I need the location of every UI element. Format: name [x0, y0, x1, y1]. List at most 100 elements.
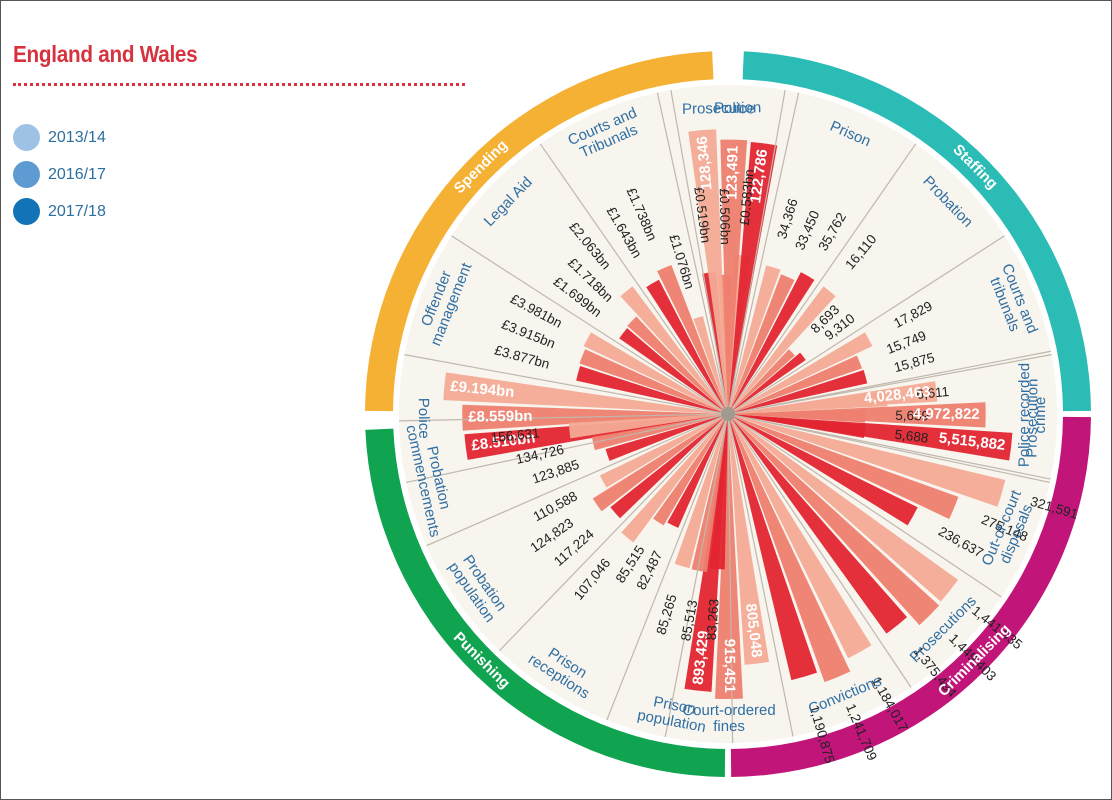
value-label: £8.559bn	[468, 408, 532, 426]
legend-swatch-2013-icon	[13, 124, 40, 151]
page-title: England and Wales	[13, 41, 198, 67]
value-label: 83,263	[704, 598, 722, 640]
category-label: Prosecution	[682, 99, 762, 118]
segment-ring-staffing	[742, 51, 1091, 412]
bar-criminalising-1-2017/18	[728, 414, 918, 526]
bar-punishing-3-2016/17	[591, 414, 728, 451]
value-label: 893,429	[690, 630, 713, 686]
divider-line	[664, 413, 729, 738]
legend-swatch-2017-icon	[13, 198, 40, 225]
value-label: 5,659	[895, 408, 929, 423]
divider-line	[727, 89, 786, 415]
bar-spending-0-2013/14	[443, 372, 728, 414]
divider-line	[426, 413, 729, 547]
bar-criminalising-0-2016/17	[728, 402, 986, 428]
divider-line	[727, 350, 1052, 415]
divider-line	[539, 143, 729, 415]
category-label: Police	[415, 398, 433, 439]
value-label: £0.519bn	[691, 186, 713, 244]
category-label: fines	[713, 718, 745, 735]
bar-criminalising-0-2017/18	[728, 414, 1013, 461]
bar-punishing-2-2016/17	[592, 414, 728, 512]
bar-spending-0-2016/17	[462, 404, 728, 431]
divider-line	[399, 413, 729, 422]
bar-spending-2-2013/14	[620, 286, 728, 414]
bar-spending-2-2017/18	[619, 328, 728, 414]
bar-criminalising-0-2013/14	[728, 381, 938, 414]
segment-ring-spending	[365, 51, 714, 412]
category-label: crime	[1032, 397, 1049, 434]
bar-punishing-1-2017/18	[667, 414, 728, 528]
divider-lines	[399, 89, 1052, 743]
divider-line	[670, 89, 729, 415]
divider-line	[727, 413, 1051, 480]
bar-staffing-1-2013/14	[728, 265, 781, 414]
bar-staffing-3-2013/14	[728, 332, 873, 414]
bar-punishing-0-2017/18	[709, 414, 728, 570]
bar-punishing-0-2013/14	[674, 414, 728, 569]
category-label: Court-ordered	[682, 702, 775, 719]
bar-punishing-2-2013/14	[599, 414, 728, 488]
bar-staffing-2-2016/17	[728, 349, 795, 414]
bar-spending-3-2016/17	[657, 264, 728, 414]
bar-spending-2-2016/17	[627, 316, 728, 414]
bar-spending-3-2013/14	[693, 316, 728, 414]
divider-line	[727, 413, 1002, 598]
bar-staffing-3-2017/18	[728, 369, 868, 414]
category-label: Police recorded	[1016, 363, 1033, 467]
bar-punishing-1-2016/17	[653, 414, 728, 526]
bar-criminalising-2-2013/14	[728, 414, 959, 602]
bar-staffing-3-2016/17	[728, 355, 862, 414]
bar-staffing-2-2013/14	[728, 286, 836, 414]
value-label: 805,048	[742, 603, 765, 659]
bar-criminalising-2-2017/18	[728, 414, 908, 634]
value-label: 915,451	[721, 639, 738, 693]
chart-hub	[721, 407, 735, 421]
legend-swatch-2016-icon	[13, 161, 40, 188]
bar-punishing-1-2013/14	[621, 414, 728, 543]
segment-ring-criminalising	[730, 416, 1091, 777]
bar-punishing-3-2013/14	[568, 414, 728, 439]
divider-line	[656, 92, 729, 415]
category-label: Police	[714, 100, 755, 118]
bar-criminalising-1-2016/17	[728, 414, 959, 520]
bar-punishing-3-2017/18	[605, 414, 728, 461]
legend: 2013/14 2016/17 2017/18	[13, 119, 106, 230]
legend-item-2016: 2016/17	[13, 156, 106, 193]
legend-label-2013: 2013/14	[48, 128, 106, 146]
bar-criminalising-3-2016/17	[728, 414, 851, 683]
bar-staffing-4-2017/18	[728, 414, 866, 438]
value-label: £0.583bn	[737, 168, 757, 225]
bar-spending-1-2013/14	[583, 332, 728, 414]
legend-item-2013: 2013/14	[13, 119, 106, 156]
bar-criminalising-3-2013/14	[728, 414, 872, 659]
bar-staffing-1-2017/18	[728, 272, 815, 414]
value-label: £0.506bn	[717, 188, 733, 245]
divider-line	[406, 413, 729, 483]
bar-spending-3-2017/18	[646, 279, 728, 414]
bar-criminalising-3-2017/18	[728, 414, 818, 681]
bar-staffing-2-2017/18	[728, 352, 806, 414]
legend-label-2016: 2016/17	[48, 165, 106, 183]
bar-criminalising-4-2016/17	[715, 414, 743, 700]
divider-line	[727, 413, 734, 743]
category-label: Prosecution	[1023, 379, 1041, 458]
divider-line	[727, 143, 917, 415]
divider-line	[727, 92, 800, 415]
value-label: 85,513	[678, 599, 700, 642]
divider-line	[727, 413, 794, 737]
title-divider	[13, 83, 465, 86]
value-label: £9.194bn	[450, 378, 516, 401]
divider-line	[727, 235, 1005, 415]
value-label: 123,491	[723, 145, 741, 200]
legend-label-2017: 2017/18	[48, 202, 106, 220]
divider-line	[606, 413, 729, 721]
value-label: 156,631	[490, 425, 540, 445]
bar-spending-1-2017/18	[576, 365, 728, 414]
bar-spending-1-2016/17	[579, 349, 728, 414]
divider-line	[404, 354, 729, 415]
value-label: 4,972,822	[913, 406, 980, 423]
value-label: 5,688	[894, 427, 929, 446]
bar-staffing-1-2016/17	[728, 274, 795, 414]
